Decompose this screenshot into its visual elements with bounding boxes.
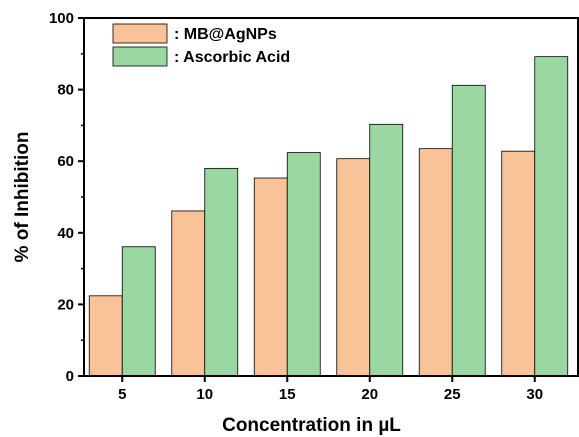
- bar: [418, 148, 453, 377]
- legend-label: : MB@AgNPs: [174, 26, 277, 43]
- bar: [121, 246, 156, 377]
- legend-swatch: [112, 23, 168, 44]
- legend: : MB@AgNPs : Ascorbic Acid: [112, 23, 290, 67]
- y-tick-label: 40: [57, 225, 74, 242]
- bar: [369, 123, 404, 377]
- bar: [171, 210, 206, 377]
- y-tick-label: 80: [57, 82, 74, 99]
- x-tick-label: 25: [444, 386, 461, 403]
- bar: [204, 167, 239, 377]
- x-tick-label: 5: [118, 386, 126, 403]
- bar: [253, 177, 288, 377]
- bars-layer: [88, 56, 569, 377]
- y-tick-label: 0: [66, 368, 74, 385]
- bar: [88, 295, 123, 377]
- axes-layer: [78, 17, 579, 382]
- x-tick-label: 30: [526, 386, 543, 403]
- y-tick-label: 60: [57, 153, 74, 170]
- y-tick-label: 100: [49, 10, 74, 27]
- x-tick-label: 20: [361, 386, 378, 403]
- y-axis-title: % of Inhibition: [12, 132, 33, 263]
- labels-layer: 0 20 40 60 80 100 5 10 15 20 25 30 Concentration in …: [12, 10, 543, 436]
- bar: [501, 150, 536, 377]
- legend-label: : Ascorbic Acid: [174, 49, 290, 66]
- x-axis-title: Concentration in µL: [222, 415, 401, 436]
- y-tick-label: 20: [57, 296, 74, 313]
- bar: [336, 158, 371, 377]
- x-tick-label: 15: [279, 386, 296, 403]
- bar: [286, 152, 321, 377]
- x-tick-label: 10: [196, 386, 213, 403]
- bar: [451, 84, 486, 377]
- legend-swatch: [112, 46, 168, 67]
- bar: [534, 56, 569, 377]
